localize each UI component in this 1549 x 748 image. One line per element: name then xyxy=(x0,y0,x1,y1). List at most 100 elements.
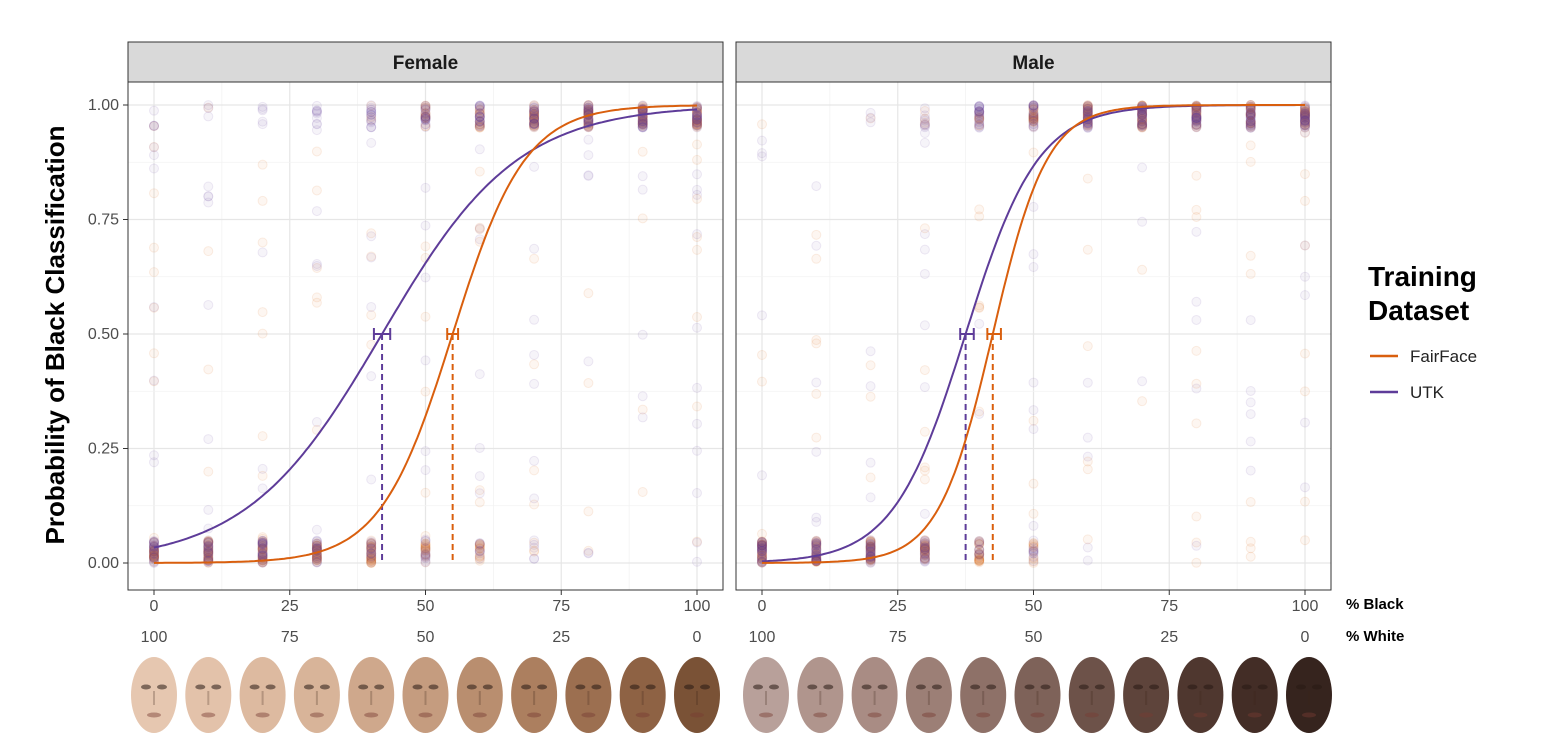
data-point xyxy=(1028,520,1039,531)
data-point xyxy=(203,538,214,549)
data-point xyxy=(203,299,214,310)
data-point xyxy=(529,108,540,119)
data-point xyxy=(149,545,159,556)
x-tick-label-black: 75 xyxy=(1160,598,1178,615)
stimulus-face-image xyxy=(1286,657,1332,733)
data-point xyxy=(311,535,322,546)
data-point xyxy=(257,119,268,130)
legend-title-line2: Dataset xyxy=(1368,295,1469,326)
data-point xyxy=(203,103,214,114)
data-point xyxy=(974,318,985,329)
data-point xyxy=(420,553,431,564)
data-point xyxy=(529,359,540,370)
data-point xyxy=(420,543,431,554)
data-point xyxy=(420,104,431,115)
data-point xyxy=(203,191,214,202)
data-point xyxy=(203,536,214,547)
data-point xyxy=(366,541,377,552)
data-point xyxy=(257,541,268,552)
data-point xyxy=(311,538,322,549)
data-point xyxy=(474,105,485,116)
data-point xyxy=(311,540,322,551)
data-point xyxy=(257,536,268,547)
data-point xyxy=(529,122,540,133)
data-point xyxy=(811,229,822,240)
data-point xyxy=(529,112,540,123)
data-point xyxy=(811,338,822,349)
data-point xyxy=(311,553,322,564)
data-point xyxy=(474,105,485,116)
face-eye xyxy=(466,684,477,690)
data-point xyxy=(366,537,377,548)
data-point xyxy=(474,539,485,550)
data-point xyxy=(420,109,431,120)
data-point xyxy=(420,551,431,562)
data-point xyxy=(420,530,431,541)
data-point xyxy=(257,549,268,560)
data-point xyxy=(474,100,485,111)
face-eye xyxy=(970,684,981,690)
data-point xyxy=(420,550,431,561)
data-point xyxy=(474,111,485,122)
data-point xyxy=(257,542,268,553)
data-point xyxy=(203,111,214,122)
face-eye xyxy=(986,684,997,690)
data-point xyxy=(366,122,377,133)
data-point xyxy=(1300,271,1310,282)
data-point xyxy=(1245,140,1256,151)
data-point xyxy=(1082,432,1093,443)
data-point xyxy=(203,538,214,549)
data-point xyxy=(919,382,930,393)
data-point xyxy=(474,104,485,115)
data-point xyxy=(203,537,214,548)
stimulus-face-image xyxy=(402,657,449,733)
data-point xyxy=(529,120,540,131)
data-point xyxy=(203,197,214,208)
data-point xyxy=(974,544,985,555)
face-eye xyxy=(319,684,330,690)
data-point xyxy=(203,536,214,547)
data-point xyxy=(420,272,431,283)
data-point xyxy=(420,100,431,111)
face-eye xyxy=(753,684,763,690)
face-eye xyxy=(1187,684,1198,690)
data-point xyxy=(257,539,268,550)
legend: Training Dataset FairFace UTK xyxy=(1368,261,1477,402)
data-point xyxy=(149,348,159,359)
data-point xyxy=(583,134,594,145)
data-point xyxy=(311,263,322,274)
data-point xyxy=(366,540,377,551)
data-point xyxy=(203,536,214,547)
data-point xyxy=(311,107,322,118)
data-point xyxy=(474,104,485,115)
data-point xyxy=(420,119,431,130)
x-tick-label-black: 50 xyxy=(1025,598,1043,615)
face-eye xyxy=(1149,684,1160,690)
data-point xyxy=(311,105,322,116)
data-point xyxy=(1300,496,1310,507)
data-point xyxy=(203,550,214,561)
data-point xyxy=(1245,465,1256,476)
data-point xyxy=(257,538,268,549)
data-point xyxy=(1191,119,1202,130)
data-point xyxy=(203,549,214,560)
data-point xyxy=(311,555,322,566)
data-point xyxy=(529,120,540,131)
data-point xyxy=(474,108,485,119)
data-point xyxy=(257,195,268,206)
data-point xyxy=(1028,508,1039,519)
data-point xyxy=(1191,105,1202,116)
data-point xyxy=(420,112,431,123)
data-point xyxy=(203,546,214,557)
data-point xyxy=(311,555,322,566)
data-point xyxy=(1245,497,1256,508)
face-mouth xyxy=(1193,712,1208,718)
data-point xyxy=(366,543,377,554)
data-point xyxy=(366,104,377,115)
x-tick-label-white: 100 xyxy=(141,629,168,646)
data-point xyxy=(583,170,594,181)
data-point xyxy=(1245,397,1256,408)
data-point xyxy=(149,457,159,468)
face-eye xyxy=(374,684,385,690)
face-eye xyxy=(915,684,926,690)
